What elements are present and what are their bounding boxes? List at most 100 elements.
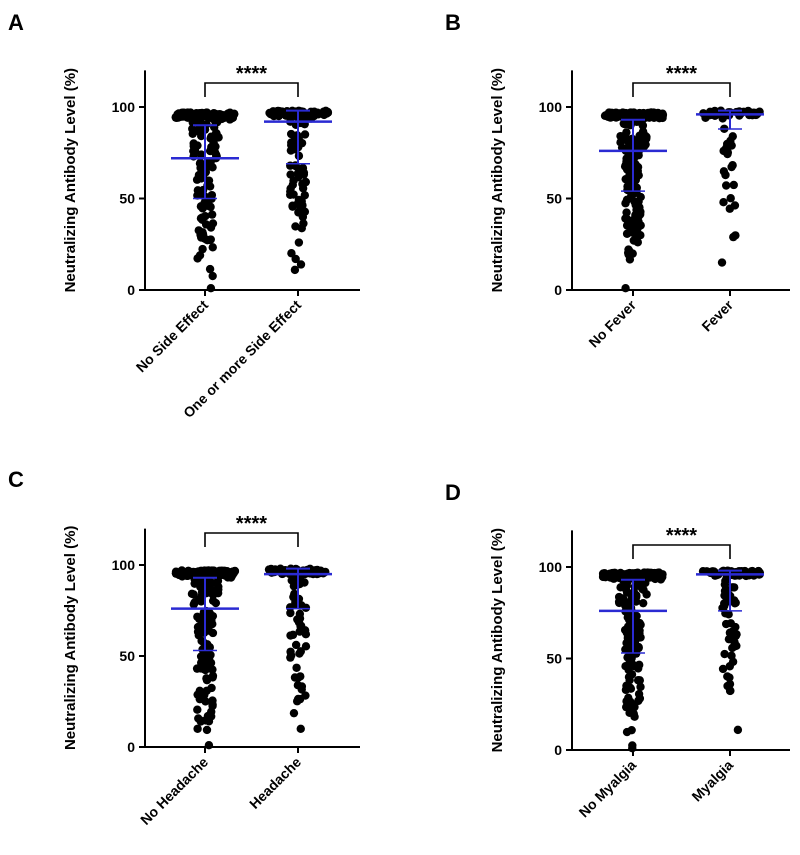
data-point bbox=[298, 184, 308, 193]
data-point bbox=[638, 584, 647, 594]
data-point bbox=[296, 260, 306, 269]
data-point bbox=[728, 161, 737, 170]
data-point bbox=[657, 112, 666, 122]
data-point bbox=[201, 212, 210, 221]
data-point bbox=[192, 175, 202, 184]
panel-d: D 0 50 100 Neutralizing Antibody Level (%) No… bbox=[445, 480, 790, 820]
significance-label: **** bbox=[666, 63, 697, 85]
y-axis-title: Neutralizing Antibody Level (%) bbox=[62, 526, 79, 750]
data-point bbox=[621, 580, 631, 589]
data-point bbox=[207, 110, 217, 120]
data-point bbox=[634, 696, 643, 706]
y-tick-label: 100 bbox=[539, 99, 563, 115]
data-point bbox=[183, 569, 192, 578]
y-axis-title: Neutralizing Antibody Level (%) bbox=[489, 528, 506, 752]
data-point bbox=[626, 683, 635, 693]
data-point bbox=[207, 190, 217, 200]
data-point bbox=[631, 210, 640, 220]
data-point bbox=[288, 144, 298, 154]
data-point bbox=[729, 596, 739, 605]
data-point bbox=[206, 202, 215, 212]
data-point bbox=[626, 616, 636, 625]
x-category-label: No Headache bbox=[137, 754, 211, 828]
data-point bbox=[226, 111, 236, 121]
data-point bbox=[627, 670, 637, 679]
data-point bbox=[719, 197, 728, 207]
data-point bbox=[193, 724, 202, 733]
data-points-right bbox=[699, 106, 764, 267]
data-point bbox=[622, 645, 631, 654]
data-point bbox=[621, 283, 630, 293]
data-point bbox=[725, 204, 735, 213]
data-point bbox=[730, 642, 740, 651]
y-tick-label: 100 bbox=[112, 557, 136, 573]
data-point bbox=[208, 671, 218, 680]
data-point bbox=[638, 598, 648, 608]
data-point bbox=[616, 138, 625, 147]
significance-bracket bbox=[204, 82, 299, 97]
panel-letter: C bbox=[8, 467, 24, 492]
data-point bbox=[721, 181, 731, 190]
data-point bbox=[627, 624, 636, 633]
data-point bbox=[290, 265, 300, 275]
data-point bbox=[640, 132, 650, 141]
panel-a: A 0 50 100 Neutralizing Antibody Level (%) No… bbox=[8, 10, 360, 421]
data-point bbox=[201, 697, 210, 706]
data-point bbox=[721, 586, 730, 595]
data-point bbox=[190, 144, 200, 153]
data-point bbox=[621, 601, 630, 610]
data-point bbox=[291, 254, 300, 264]
data-point bbox=[207, 578, 217, 588]
data-point bbox=[286, 129, 296, 139]
data-point bbox=[206, 283, 216, 293]
significance-label: **** bbox=[666, 525, 697, 547]
data-point bbox=[614, 571, 623, 580]
significance-bracket bbox=[632, 82, 731, 97]
significance-bracket bbox=[632, 544, 731, 559]
data-point bbox=[719, 167, 729, 176]
data-points-left bbox=[171, 108, 239, 293]
data-point bbox=[298, 212, 308, 222]
data-point bbox=[725, 628, 735, 637]
data-point bbox=[633, 676, 643, 685]
data-point bbox=[718, 603, 727, 613]
y-axis-title: Neutralizing Antibody Level (%) bbox=[62, 68, 79, 292]
y-tick-label: 50 bbox=[119, 191, 135, 207]
data-point bbox=[621, 214, 630, 223]
data-point bbox=[655, 572, 664, 582]
data-point bbox=[721, 576, 730, 586]
data-point bbox=[647, 111, 656, 121]
data-point bbox=[196, 597, 206, 606]
data-point bbox=[301, 642, 311, 651]
y-tick-label: 100 bbox=[539, 559, 563, 575]
data-point bbox=[193, 705, 202, 714]
data-point bbox=[729, 180, 738, 190]
data-point bbox=[723, 672, 732, 681]
data-point bbox=[208, 219, 218, 228]
x-category-label: No Myalgia bbox=[576, 757, 640, 821]
data-point bbox=[720, 649, 729, 659]
data-point bbox=[193, 254, 202, 263]
significance-label: **** bbox=[236, 513, 267, 535]
data-point bbox=[721, 619, 731, 629]
data-point bbox=[195, 686, 204, 696]
data-point bbox=[206, 619, 215, 629]
data-point bbox=[633, 224, 642, 233]
data-point bbox=[291, 222, 300, 231]
data-point bbox=[296, 647, 306, 656]
data-point bbox=[286, 653, 295, 662]
data-point bbox=[192, 664, 202, 673]
data-point bbox=[205, 264, 215, 274]
data-point bbox=[625, 659, 635, 668]
data-point bbox=[223, 569, 233, 578]
data-point bbox=[204, 740, 214, 750]
data-point bbox=[616, 131, 625, 141]
data-point bbox=[733, 725, 743, 735]
data-point bbox=[197, 150, 206, 159]
data-point bbox=[206, 235, 215, 244]
data-point bbox=[206, 712, 216, 721]
data-point bbox=[300, 191, 310, 200]
data-point bbox=[211, 142, 220, 151]
data-point bbox=[292, 663, 301, 672]
data-point bbox=[201, 220, 211, 229]
